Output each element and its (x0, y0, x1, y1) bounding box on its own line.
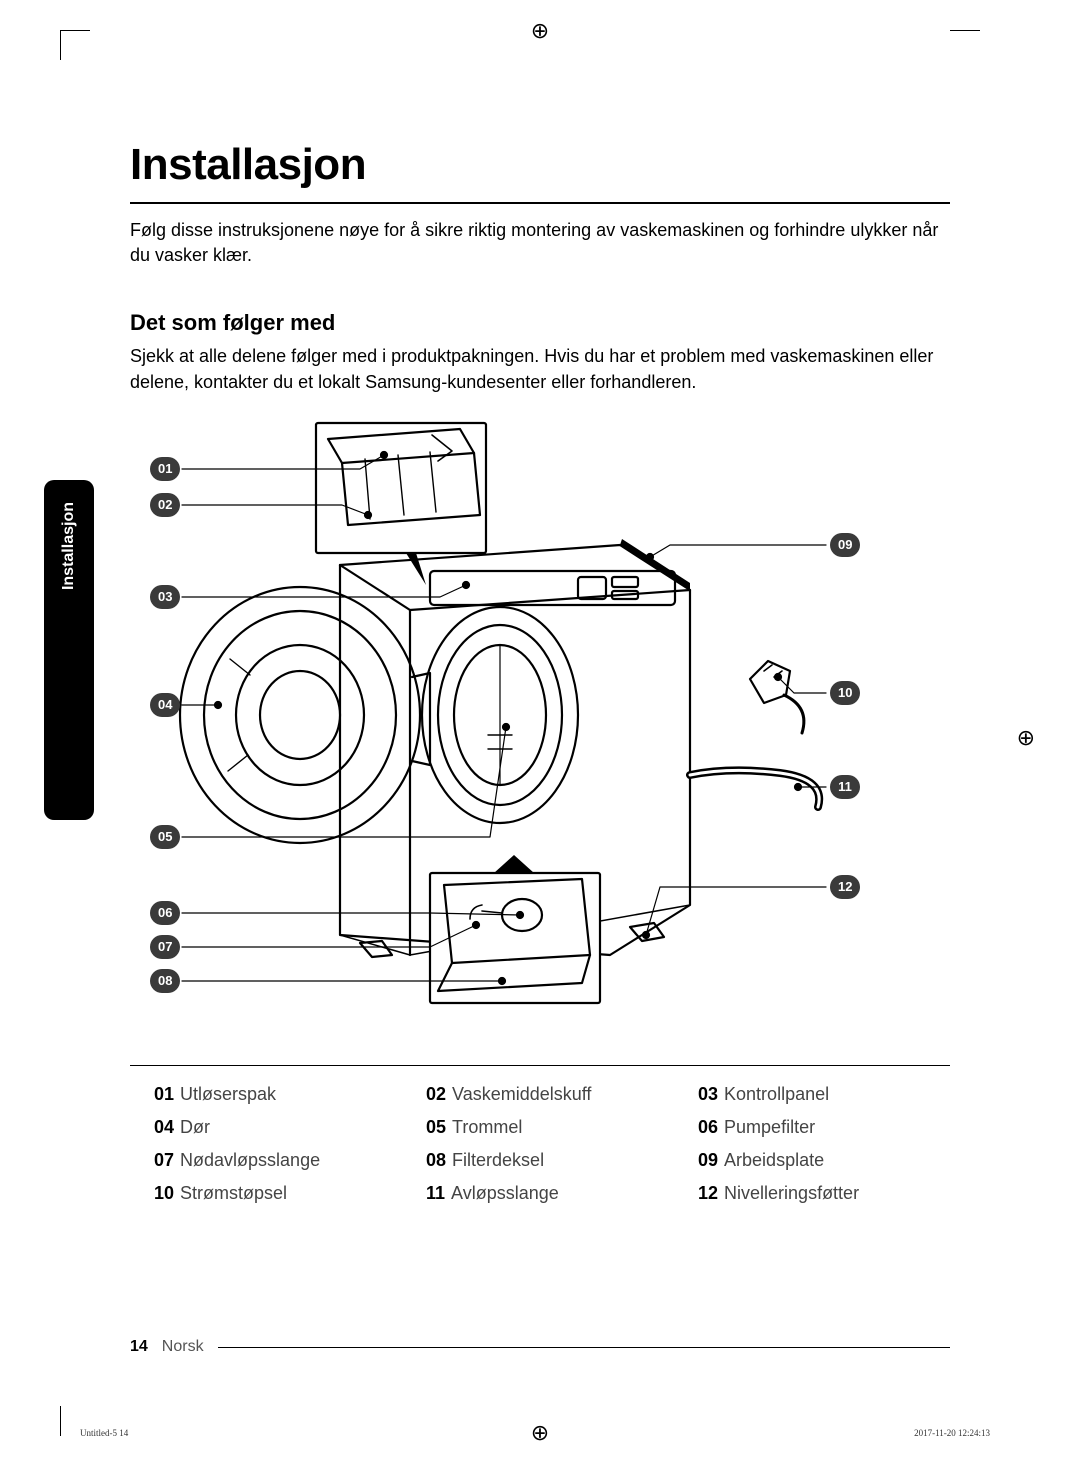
legend-item: 12 Nivelleringsføtter (698, 1183, 950, 1204)
legend-label: Utløserspak (180, 1084, 276, 1105)
legend-label: Trommel (452, 1117, 522, 1138)
section-intro: Sjekk at alle delene følger med i produk… (130, 344, 950, 394)
intro-text: Følg disse instruksjonene nøye for å sik… (130, 218, 950, 268)
legend-num: 06 (698, 1117, 718, 1138)
legend-item: 07 Nødavløpsslange (154, 1150, 406, 1171)
legend-label: Kontrollpanel (724, 1084, 829, 1105)
legend-label: Vaskemiddelskuff (452, 1084, 591, 1105)
callout-12: 12 (830, 875, 860, 899)
page-footer: 14 Norsk (130, 1338, 950, 1356)
divider (130, 1065, 950, 1066)
section-tab-label: Installasjon (60, 502, 78, 590)
legend-num: 07 (154, 1150, 174, 1171)
legend-label: Avløpsslange (451, 1183, 559, 1204)
legend-num: 09 (698, 1150, 718, 1171)
section-heading: Det som følger med (130, 310, 950, 336)
callout-07: 07 (150, 935, 180, 959)
legend-item: 04 Dør (154, 1117, 406, 1138)
parts-legend: 01 Utløserspak 02 Vaskemiddelskuff 03 Kont… (130, 1084, 950, 1204)
legend-num: 05 (426, 1117, 446, 1138)
callout-05: 05 (150, 825, 180, 849)
legend-num: 04 (154, 1117, 174, 1138)
callout-06: 06 (150, 901, 180, 925)
legend-item: 05 Trommel (426, 1117, 678, 1138)
crop-mark (60, 30, 90, 60)
callout-01: 01 (150, 457, 180, 481)
section-tab: Installasjon (44, 480, 94, 820)
print-meta-right: 2017-11-20 12:24:13 (914, 1428, 990, 1438)
registration-mark-icon: ⊕ (531, 18, 549, 44)
legend-item: 06 Pumpefilter (698, 1117, 950, 1138)
registration-mark-icon: ⊕ (1017, 725, 1035, 751)
callout-04: 04 (150, 693, 180, 717)
callout-02: 02 (150, 493, 180, 517)
page-title: Installasjon (130, 140, 950, 190)
legend-label: Strømstøpsel (180, 1183, 287, 1204)
footer-rule (218, 1347, 950, 1348)
legend-num: 02 (426, 1084, 446, 1105)
washer-illustration (130, 415, 950, 1055)
print-meta-left: Untitled-5 14 (80, 1428, 128, 1438)
legend-label: Pumpefilter (724, 1117, 815, 1138)
legend-label: Nødavløpsslange (180, 1150, 320, 1171)
legend-item: 01 Utløserspak (154, 1084, 406, 1105)
legend-num: 11 (426, 1183, 445, 1204)
legend-item: 08 Filterdeksel (426, 1150, 678, 1171)
legend-item: 03 Kontrollpanel (698, 1084, 950, 1105)
legend-num: 01 (154, 1084, 174, 1105)
page-language: Norsk (162, 1338, 204, 1356)
registration-mark-icon: ⊕ (531, 1420, 549, 1446)
callout-10: 10 (830, 681, 860, 705)
crop-mark (950, 30, 980, 60)
callout-11: 11 (830, 775, 860, 799)
legend-item: 02 Vaskemiddelskuff (426, 1084, 678, 1105)
parts-diagram: 01 02 03 04 05 06 07 08 09 10 11 12 (130, 415, 950, 1055)
legend-label: Dør (180, 1117, 210, 1138)
legend-label: Arbeidsplate (724, 1150, 824, 1171)
legend-item: 09 Arbeidsplate (698, 1150, 950, 1171)
legend-item: 10 Strømstøpsel (154, 1183, 406, 1204)
callout-09: 09 (830, 533, 860, 557)
callout-08: 08 (150, 969, 180, 993)
divider (130, 202, 950, 204)
legend-item: 11 Avløpsslange (426, 1183, 678, 1204)
page-number: 14 (130, 1338, 148, 1356)
callout-03: 03 (150, 585, 180, 609)
legend-num: 08 (426, 1150, 446, 1171)
legend-num: 12 (698, 1183, 718, 1204)
legend-label: Filterdeksel (452, 1150, 544, 1171)
legend-label: Nivelleringsføtter (724, 1183, 859, 1204)
page-content: Installasjon Følg disse instruksjonene n… (130, 140, 950, 1204)
legend-num: 03 (698, 1084, 718, 1105)
legend-num: 10 (154, 1183, 174, 1204)
